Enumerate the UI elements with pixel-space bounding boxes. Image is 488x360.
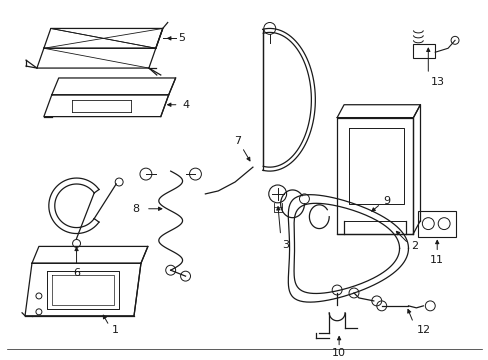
Text: 3: 3 (282, 240, 289, 251)
Text: 13: 13 (430, 77, 445, 87)
Text: 4: 4 (182, 100, 189, 110)
Text: 10: 10 (331, 348, 346, 359)
Bar (412, 44, 434, 58)
Text: 5: 5 (178, 33, 185, 43)
Text: 7: 7 (234, 136, 241, 147)
Text: 1: 1 (112, 325, 119, 335)
Text: 8: 8 (132, 204, 139, 214)
Text: 6: 6 (73, 268, 80, 278)
Text: 12: 12 (416, 325, 429, 335)
Text: 2: 2 (410, 242, 418, 251)
Bar (418, 211, 455, 237)
Text: 9: 9 (383, 196, 390, 206)
Text: 11: 11 (429, 255, 443, 265)
